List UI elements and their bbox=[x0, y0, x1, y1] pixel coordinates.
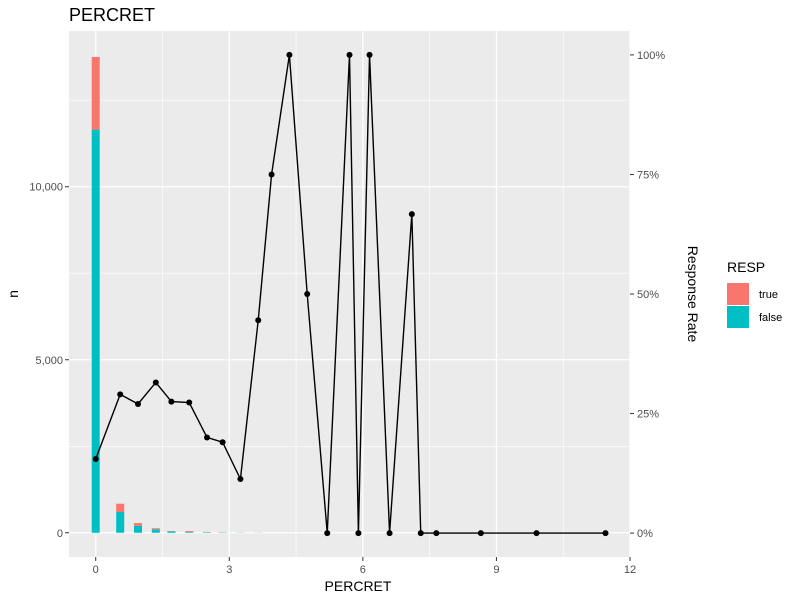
response-rate-point bbox=[386, 530, 393, 537]
x-axis-ticks: 0 3 6 9 12 bbox=[93, 557, 636, 576]
y-axis-title: n bbox=[5, 290, 21, 298]
x-tick-label: 12 bbox=[624, 564, 636, 576]
y2-axis-title: Response Rate bbox=[685, 246, 701, 343]
bars bbox=[91, 56, 263, 533]
bar-false bbox=[134, 525, 143, 533]
plot-panel bbox=[69, 31, 630, 557]
y2-tick-label: 25% bbox=[637, 409, 659, 421]
y2-tick-label: 50% bbox=[637, 289, 659, 301]
bar-true bbox=[151, 528, 160, 530]
legend-label-true: true bbox=[759, 289, 778, 301]
response-rate-point bbox=[433, 530, 440, 537]
response-rate-point bbox=[92, 455, 99, 462]
response-rate-point bbox=[355, 530, 362, 537]
response-rate-point bbox=[304, 291, 311, 297]
response-rate-point bbox=[255, 317, 262, 324]
legend-key-true bbox=[727, 283, 749, 305]
response-rate-point bbox=[533, 530, 540, 537]
bar-true bbox=[91, 56, 100, 130]
response-rate-point bbox=[286, 51, 293, 58]
x-tick-label: 6 bbox=[360, 564, 366, 576]
response-rate-point bbox=[477, 530, 484, 537]
x-tick-label: 9 bbox=[493, 564, 499, 576]
response-rate-point bbox=[268, 171, 275, 178]
y-axis-ticks: 0 5,000 10,000 bbox=[29, 182, 69, 540]
bar-false bbox=[151, 529, 160, 533]
y2-axis-ticks: 0% 25% 50% 75% 100% bbox=[630, 50, 665, 540]
response-rate-point bbox=[324, 530, 331, 537]
y2-tick-label: 75% bbox=[637, 169, 659, 181]
y-tick-label: 5,000 bbox=[35, 355, 63, 367]
response-rate-point bbox=[366, 51, 373, 58]
response-rate-line-group bbox=[92, 51, 609, 537]
response-rate-point bbox=[408, 211, 415, 218]
response-rate-point bbox=[219, 439, 226, 446]
bar-false bbox=[167, 531, 176, 533]
response-rate-point bbox=[237, 476, 244, 483]
response-rate-point bbox=[168, 398, 175, 405]
bar-true bbox=[134, 523, 143, 526]
x-tick-label: 3 bbox=[226, 564, 232, 576]
legend: RESP true false bbox=[727, 259, 782, 328]
bar-true bbox=[185, 531, 194, 533]
grid-minor bbox=[69, 31, 630, 557]
bar-false bbox=[91, 129, 100, 533]
y-tick-label: 10,000 bbox=[29, 182, 63, 194]
response-rate-point bbox=[152, 379, 159, 386]
legend-label-false: false bbox=[759, 312, 782, 324]
response-rate-point bbox=[204, 434, 211, 441]
y2-tick-label: 100% bbox=[637, 50, 665, 62]
response-rate-point bbox=[417, 530, 424, 537]
response-rate-point bbox=[602, 530, 609, 537]
x-tick-label: 0 bbox=[93, 564, 99, 576]
response-rate-point bbox=[117, 391, 124, 398]
legend-key-false bbox=[727, 306, 749, 328]
response-rate-point bbox=[346, 51, 353, 58]
bar-false bbox=[116, 512, 125, 533]
bar-false bbox=[203, 532, 212, 533]
bar-true bbox=[116, 503, 125, 513]
y-tick-label: 0 bbox=[57, 528, 63, 540]
chart-title: PERCRET bbox=[69, 5, 155, 25]
y2-tick-label: 0% bbox=[637, 528, 653, 540]
legend-title: RESP bbox=[727, 259, 765, 275]
x-axis-title: PERCRET bbox=[325, 578, 392, 594]
response-rate-point bbox=[186, 399, 193, 406]
bar-false bbox=[185, 532, 194, 533]
response-rate-point bbox=[135, 400, 142, 407]
